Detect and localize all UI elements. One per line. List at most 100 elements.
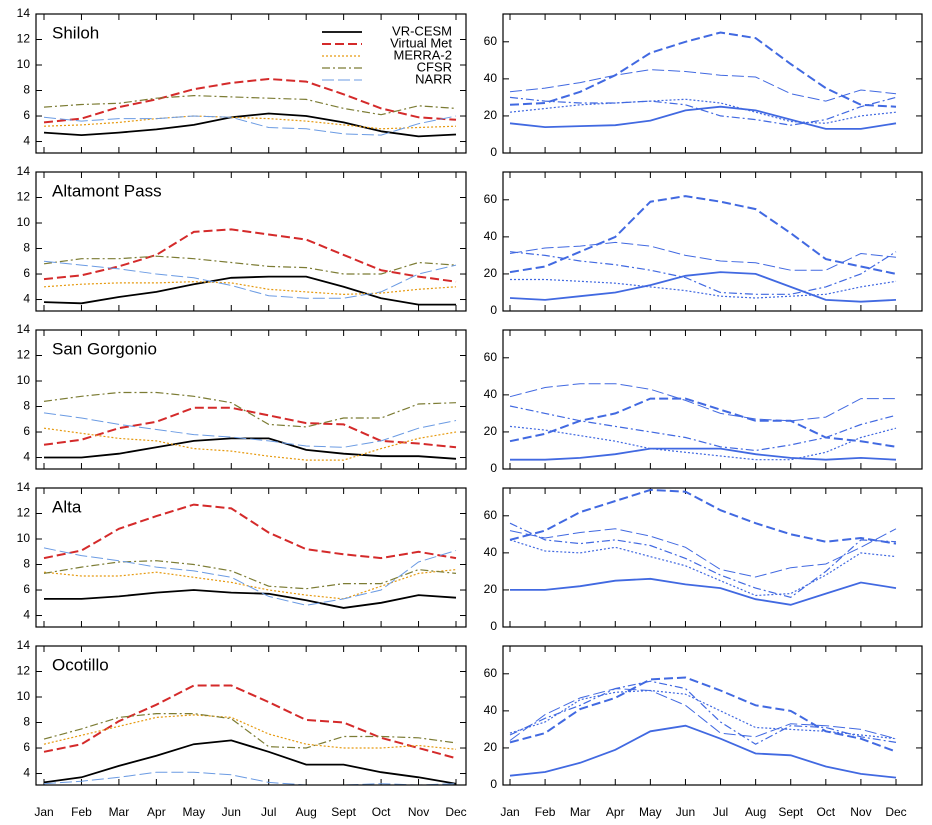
x-tick-label: Jun [676, 805, 695, 819]
x-tick-label: Feb [535, 805, 556, 819]
panel-title: Alta [52, 497, 82, 516]
series-line [510, 447, 897, 461]
y-tick-label: 14 [17, 6, 31, 20]
y-tick-label: 40 [484, 545, 498, 559]
series-line [44, 589, 457, 609]
series-line [43, 94, 457, 116]
series-line [509, 425, 897, 461]
legend-label: NARR [415, 71, 452, 86]
y-tick-label: 8 [23, 399, 30, 413]
series-line [509, 724, 897, 779]
plot-frame [502, 13, 923, 154]
series-line [43, 391, 457, 428]
x-tick-label: Apr [606, 805, 625, 819]
x-tick-label: Nov [850, 805, 871, 819]
series-line [509, 31, 897, 108]
y-tick-label: 40 [484, 229, 498, 243]
series-line [509, 69, 897, 102]
x-tick-label: Jan [500, 805, 519, 819]
y-tick-label: 6 [23, 108, 30, 122]
series-line [43, 260, 457, 299]
y-tick-label: 6 [23, 740, 30, 754]
series-line [509, 680, 897, 745]
y-tick-label: 10 [17, 57, 31, 71]
series-line [509, 488, 897, 545]
series-line [43, 115, 457, 130]
y-tick-label: 4 [23, 450, 30, 464]
y-tick-label: 20 [484, 266, 498, 280]
series-line [509, 528, 897, 578]
series-line [43, 560, 457, 590]
series-line [43, 739, 457, 785]
x-tick-label: Jul [261, 805, 276, 819]
series-line [509, 676, 897, 753]
series-line [43, 569, 457, 600]
y-tick-label: 6 [23, 424, 30, 438]
y-tick-label: 8 [23, 715, 30, 729]
y-tick-label: 6 [23, 582, 30, 596]
plot-frame [35, 13, 467, 154]
plot-frame [35, 171, 467, 312]
plot-frame [35, 329, 467, 470]
y-tick-label: 4 [23, 134, 30, 148]
panel-title: Ocotillo [52, 655, 109, 674]
y-tick-label: 20 [484, 108, 498, 122]
x-tick-label: Dec [445, 805, 466, 819]
series-line [509, 105, 897, 130]
y-tick-label: 8 [23, 83, 30, 97]
panel-title: Shiloh [52, 23, 99, 42]
y-tick-label: 40 [484, 387, 498, 401]
series-line [43, 77, 457, 124]
series-line [43, 228, 457, 283]
x-tick-label: Nov [408, 805, 429, 819]
x-tick-label: Feb [71, 805, 92, 819]
y-tick-label: 10 [17, 373, 31, 387]
y-tick-label: 12 [17, 506, 31, 520]
plot-frame [35, 645, 467, 786]
y-tick-label: 40 [484, 71, 498, 85]
x-tick-label: May [182, 805, 205, 819]
series-line [509, 383, 896, 422]
series-line [509, 405, 897, 452]
series-line [43, 115, 457, 136]
y-tick-label: 0 [490, 145, 497, 159]
series-line [509, 271, 897, 303]
series-line [510, 577, 897, 606]
plot-frame [502, 329, 923, 470]
x-tick-label: Apr [147, 805, 166, 819]
y-tick-label: 60 [484, 666, 498, 680]
y-tick-label: 6 [23, 266, 30, 280]
x-tick-label: Dec [885, 805, 906, 819]
y-tick-label: 20 [484, 424, 498, 438]
series-line [43, 771, 457, 786]
series-line [510, 278, 897, 299]
series-line [509, 241, 897, 271]
series-line [509, 251, 897, 295]
x-tick-label: Jan [34, 805, 53, 819]
legend-label: MERRA-2 [393, 47, 452, 62]
y-tick-label: 8 [23, 557, 30, 571]
plot-frame [35, 487, 467, 628]
y-tick-label: 10 [17, 689, 31, 703]
series-line [43, 427, 457, 461]
series-line [509, 98, 897, 124]
series-line [509, 539, 897, 597]
series-line [43, 684, 457, 760]
series-line [43, 275, 456, 306]
y-tick-label: 8 [23, 241, 30, 255]
series-line [509, 522, 897, 598]
y-tick-label: 12 [17, 348, 31, 362]
x-tick-label: Aug [296, 805, 317, 819]
series-line [43, 547, 457, 606]
y-tick-label: 10 [17, 531, 31, 545]
y-tick-label: 14 [17, 164, 31, 178]
x-tick-label: Jul [713, 805, 728, 819]
y-tick-label: 4 [23, 608, 30, 622]
y-tick-label: 4 [23, 292, 30, 306]
y-tick-label: 4 [23, 766, 30, 780]
x-tick-label: Oct [816, 805, 835, 819]
y-tick-label: 14 [17, 638, 31, 652]
x-tick-label: Mar [109, 805, 130, 819]
series-line [509, 689, 897, 740]
